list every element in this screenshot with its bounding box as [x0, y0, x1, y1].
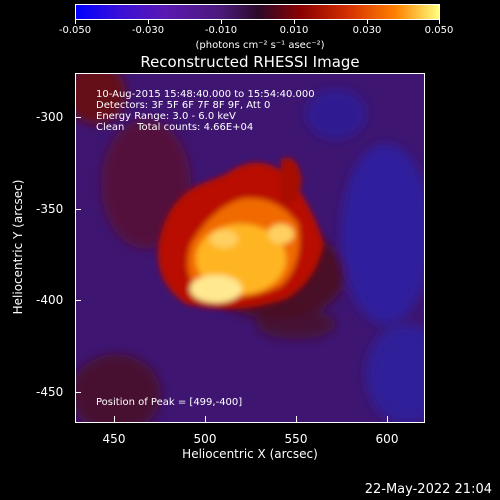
x-tick-label: 500 — [193, 432, 217, 446]
x-tick — [387, 416, 388, 423]
colorbar-label: -0.010 — [204, 25, 238, 36]
x-axis-label: Heliocentric X (arcsec) — [182, 447, 318, 461]
y-tick — [75, 392, 81, 393]
plot-title: Reconstructed RHESSI Image — [140, 53, 360, 71]
colorbar-tick — [75, 20, 76, 24]
colorbar-tick — [294, 20, 295, 24]
info-energy: Energy Range: 3.0 - 6.0 keV — [96, 111, 236, 122]
colorbar — [75, 4, 440, 20]
y-tick-label: -400 — [36, 293, 64, 307]
colorbar-label: 0.050 — [424, 25, 454, 36]
y-tick-label: -300 — [36, 110, 64, 124]
colorbar-label: 0.030 — [352, 25, 382, 36]
x-tick-label: 550 — [284, 432, 308, 446]
y-axis-label: Heliocentric Y (arcsec) — [11, 179, 25, 315]
y-tick — [75, 117, 81, 118]
y-tick — [75, 300, 81, 301]
colorbar-tick — [221, 20, 222, 24]
colorbar-tick — [367, 20, 368, 24]
colorbar-units: (photons cm⁻² s⁻¹ asec⁻²) — [195, 40, 325, 51]
y-tick-label: -450 — [36, 385, 64, 399]
y-tick — [75, 209, 81, 210]
info-peak: Position of Peak = [499,-400] — [96, 397, 243, 408]
datestamp: 22-May-2022 21:04 — [364, 482, 492, 497]
x-tick — [296, 416, 297, 423]
y-tick-label: -350 — [36, 202, 64, 216]
colorbar-tick — [439, 20, 440, 24]
colorbar-tick — [148, 20, 149, 24]
info-detectors: Detectors: 3F 5F 6F 7F 8F 9F, Att 0 — [96, 100, 271, 111]
rhessi-image — [76, 74, 424, 422]
colorbar-label: -0.050 — [58, 25, 92, 36]
x-tick-label: 450 — [102, 432, 126, 446]
x-tick — [205, 416, 206, 423]
info-clean: Clean Total counts: 4.66E+04 — [96, 122, 254, 133]
colorbar-label: 0.010 — [279, 25, 309, 36]
info-time: 10-Aug-2015 15:48:40.000 to 15:54:40.000 — [96, 89, 315, 100]
colorbar-label: -0.030 — [131, 25, 165, 36]
x-tick-label: 600 — [375, 432, 399, 446]
x-tick — [114, 416, 115, 423]
image-plot — [75, 73, 425, 423]
